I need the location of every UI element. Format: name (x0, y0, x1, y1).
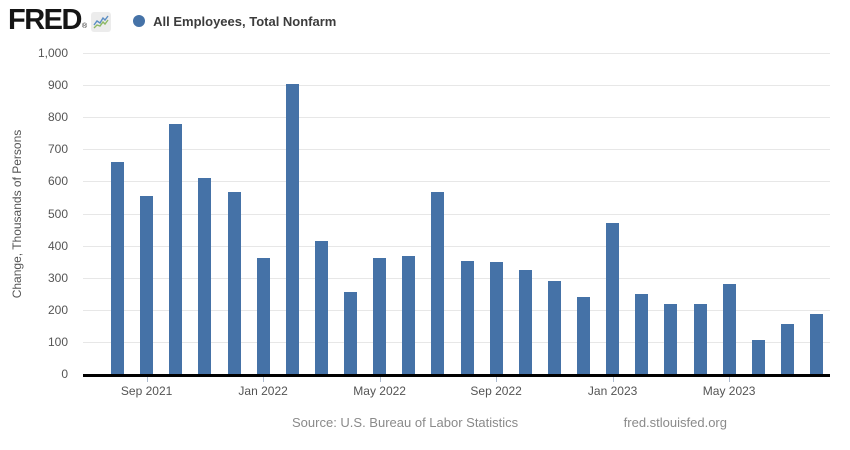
y-axis-tick-label: 600 (47, 174, 68, 189)
header: FRED ® All Employees, Total Nonfarm (8, 4, 336, 36)
gridline (83, 309, 830, 311)
gridline (83, 213, 830, 215)
gridline (83, 341, 830, 343)
y-axis-tick-label: 300 (47, 270, 68, 285)
source-attribution: Source: U.S. Bureau of Labor Statistics (292, 415, 519, 430)
x-axis-tick-mark (379, 377, 381, 382)
gridline (83, 117, 830, 119)
gridline (83, 85, 830, 87)
chart-bar[interactable] (693, 304, 707, 374)
legend-label: All Employees, Total Nonfarm (153, 13, 337, 29)
chart-bar[interactable] (460, 261, 474, 374)
chart-bar[interactable] (810, 313, 823, 374)
footer: Source: U.S. Bureau of Labor Statistics … (0, 415, 850, 435)
chart-bar[interactable] (664, 304, 678, 374)
y-axis-labels: 0 100 200 300 400 500 600 700 800 900 1,000 (0, 46, 68, 381)
y-axis-tick-label: 400 (47, 238, 68, 253)
y-axis-tick-label: 0 (61, 367, 68, 381)
chart-bar[interactable] (489, 261, 503, 374)
y-axis-tick-label: 1,000 (37, 46, 68, 60)
registered-trademark: ® (81, 23, 88, 30)
gridline (83, 181, 830, 183)
chart-bar[interactable] (431, 191, 445, 374)
y-axis-tick-label: 100 (47, 334, 68, 349)
x-axis-tick-mark (146, 377, 148, 382)
legend-item[interactable]: All Employees, Total Nonfarm (133, 14, 336, 29)
chart-bar[interactable] (198, 177, 212, 374)
gridline (83, 277, 830, 279)
y-axis-tick-label: 200 (47, 302, 68, 317)
chart-bar[interactable] (606, 222, 620, 374)
plot-area: Sep 2021 Jan 2022 May 2022 Sep 2022 Jan 2023… (83, 53, 830, 398)
y-axis-tick-label: 700 (47, 142, 68, 157)
chart-bar[interactable] (344, 292, 357, 374)
y-axis-tick-label: 800 (47, 110, 68, 125)
chart-bar[interactable] (547, 280, 561, 374)
x-axis-tick-label: Jan 2023 (587, 384, 638, 398)
chart-bar[interactable] (140, 195, 154, 374)
chart-bar[interactable] (169, 123, 183, 374)
x-axis-tick-label: May 2022 (353, 384, 406, 398)
chart-bar[interactable] (635, 294, 649, 374)
legend-marker-icon (133, 15, 146, 27)
chart-bar[interactable] (256, 258, 270, 374)
chart-bar[interactable] (751, 340, 765, 374)
gridline (83, 53, 830, 54)
y-axis-tick-label: 900 (47, 78, 68, 93)
chart-bar[interactable] (577, 296, 590, 374)
gridline (83, 245, 830, 247)
chart-bar[interactable] (518, 270, 532, 374)
chart-bar[interactable] (373, 258, 387, 374)
fred-site-link[interactable]: fred.stlouisfed.org (623, 415, 727, 430)
x-axis-tick-mark (729, 377, 731, 382)
x-axis-tick-mark (612, 377, 614, 382)
fred-logo-text: FRED (8, 4, 82, 36)
gridline (83, 149, 830, 151)
y-axis-tick-label: 500 (47, 206, 68, 221)
x-axis-tick-mark (263, 377, 265, 382)
chart-bar[interactable] (722, 283, 736, 374)
chart-bar[interactable] (314, 241, 328, 374)
x-axis-tick-label: Sep 2021 (120, 384, 173, 398)
x-axis-tick-label: May 2023 (702, 384, 756, 398)
chart-bar[interactable] (227, 191, 241, 374)
x-axis-tick-label: Jan 2022 (238, 384, 288, 398)
chart-bar[interactable] (285, 83, 299, 374)
fred-logo[interactable]: FRED ® (8, 4, 112, 36)
chart-bar[interactable] (111, 162, 124, 374)
x-axis-tick-label: Sep 2022 (470, 384, 522, 398)
chart-bar[interactable] (780, 323, 794, 374)
fred-sparkline-icon (91, 11, 112, 32)
chart-bar[interactable] (402, 255, 416, 374)
x-axis-tick-mark (496, 377, 498, 382)
